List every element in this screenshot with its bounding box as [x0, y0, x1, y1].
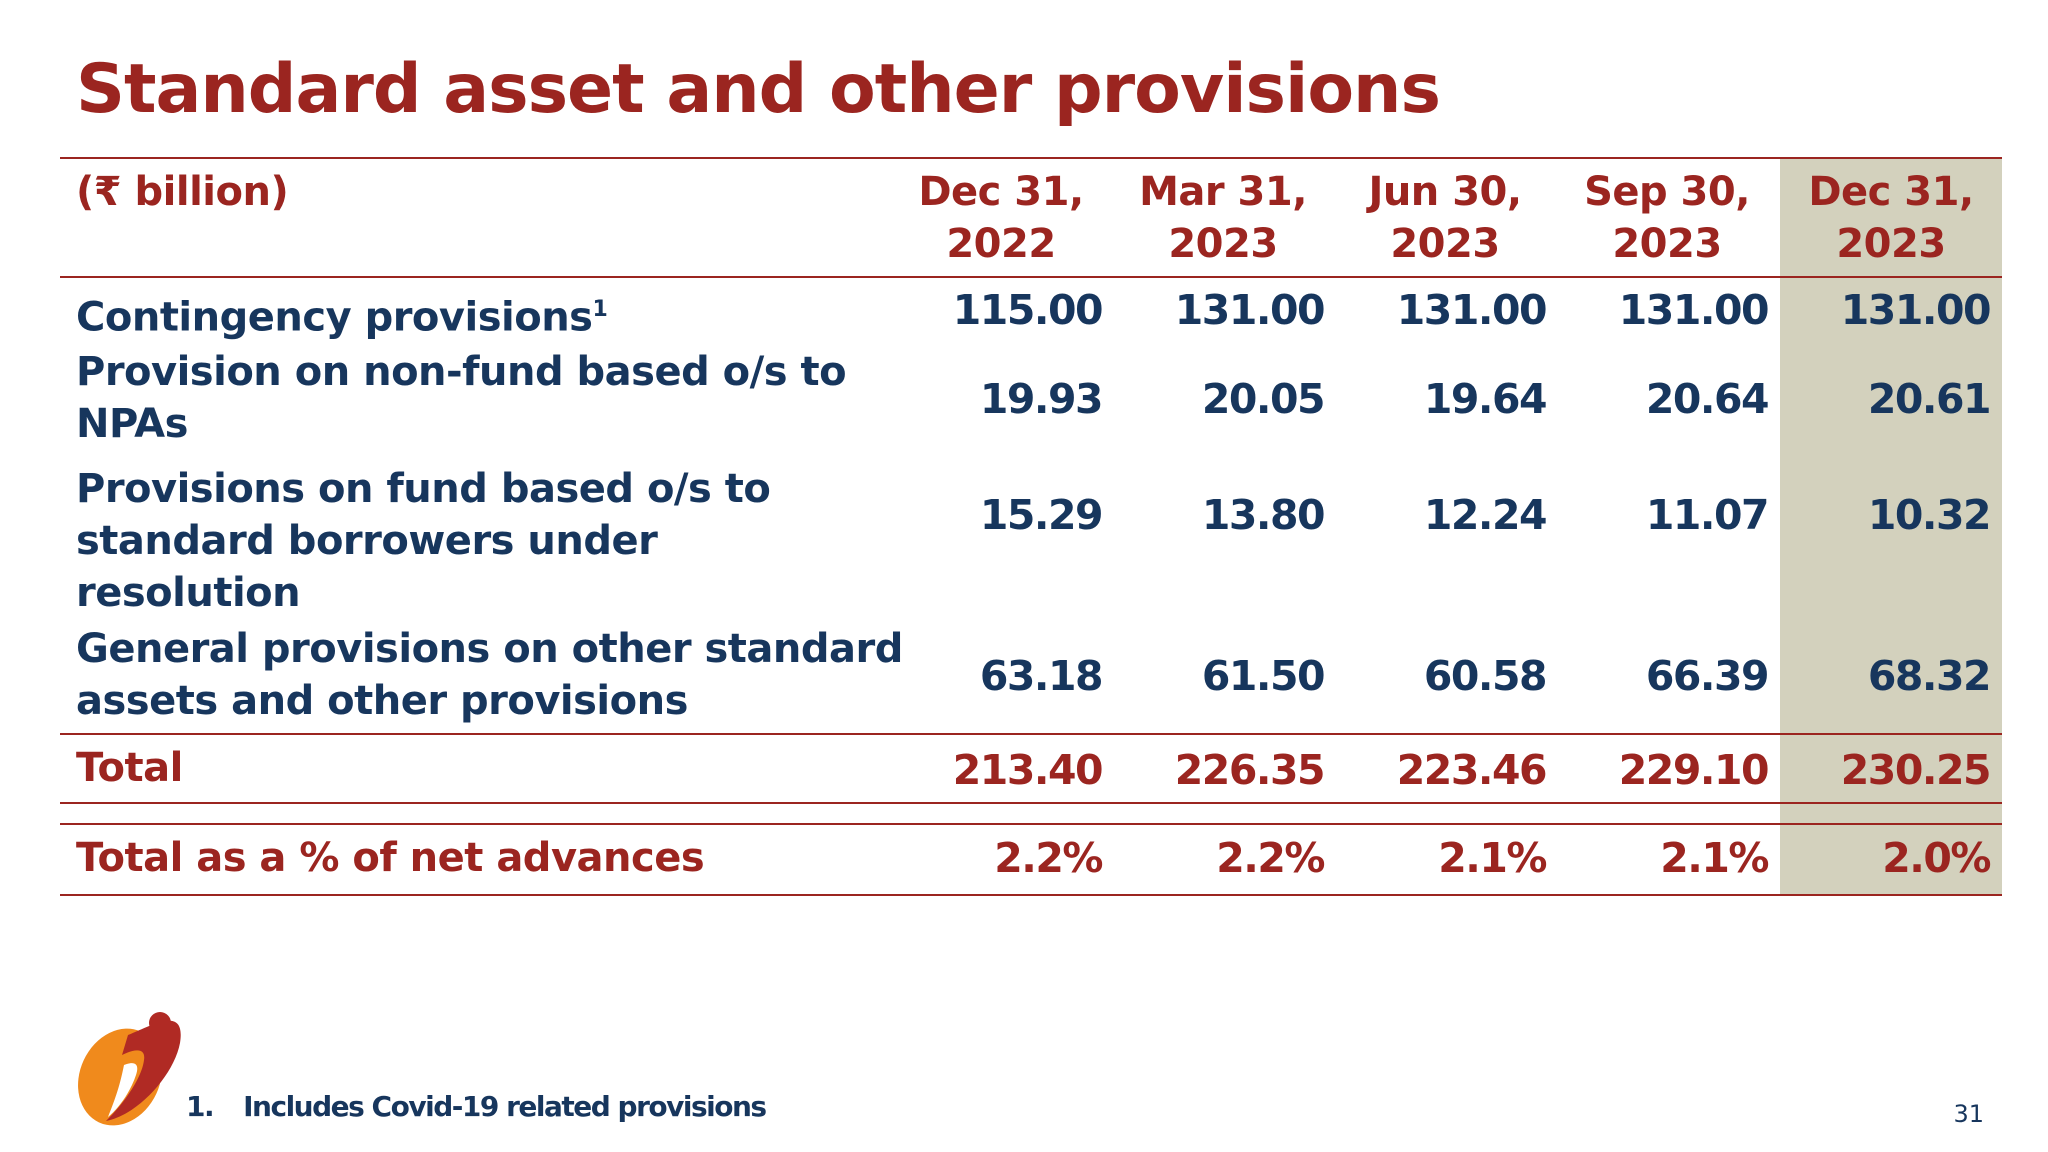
header-bottom-rule [60, 276, 2002, 278]
row-label-line: Provision on non-fund based o/s to [76, 349, 847, 395]
column-header-line2: 2023 [1836, 221, 1946, 267]
total-pct-value-cell: 2.0% [1882, 834, 1991, 882]
total-value-cell: 226.35 [1174, 746, 1326, 794]
value-cell: 20.61 [1867, 375, 1992, 423]
page-title: Standard asset and other provisions [76, 50, 1441, 129]
value-cell: 60.58 [1423, 652, 1548, 700]
row-label-line: assets and other provisions [76, 678, 688, 724]
value-cell: 131.00 [1618, 286, 1770, 334]
row-label-fund-based-resolution: Provisions on fund based o/s to standard… [76, 463, 771, 619]
total-value-cell: 229.10 [1618, 746, 1770, 794]
total-pct-value-cell: 2.1% [1438, 834, 1547, 882]
value-cell: 68.32 [1867, 652, 1992, 700]
value-cell: 11.07 [1645, 491, 1770, 539]
column-header-line2: 2022 [946, 221, 1056, 267]
column-header-line1: Jun 30, [1368, 169, 1522, 215]
pct-top-rule [60, 823, 2002, 825]
column-header-line2: 2023 [1168, 221, 1278, 267]
total-pct-value-cell: 2.2% [994, 834, 1103, 882]
row-label-non-fund-npa: Provision on non-fund based o/s to NPAs [76, 346, 847, 450]
value-cell: 19.64 [1423, 375, 1548, 423]
total-value-cell: 230.25 [1840, 746, 1992, 794]
column-header-dec-2022: Dec 31, 2022 [890, 166, 1112, 270]
row-label-line: standard borrowers under [76, 518, 658, 564]
unit-label: (₹ billion) [76, 169, 289, 215]
footnote-marker: 1 [592, 297, 608, 322]
column-header-line1: Dec 31, [1808, 169, 1974, 215]
table-top-rule [60, 157, 2002, 159]
column-header-line1: Mar 31, [1139, 169, 1307, 215]
footnote-text: Includes Covid-19 related provisions [243, 1090, 767, 1123]
column-header-mar-2023: Mar 31, 2023 [1112, 166, 1334, 270]
column-header-line2: 2023 [1612, 221, 1722, 267]
total-pct-label: Total as a % of net advances [76, 835, 705, 881]
value-cell: 20.64 [1645, 375, 1770, 423]
row-label-line: resolution [76, 570, 301, 616]
value-cell: 66.39 [1645, 652, 1770, 700]
value-cell: 61.50 [1201, 652, 1326, 700]
footnote-number: 1. [186, 1090, 215, 1123]
value-cell: 20.05 [1201, 375, 1326, 423]
column-header-line1: Sep 30, [1584, 169, 1750, 215]
total-pct-value-cell: 2.2% [1216, 834, 1325, 882]
value-cell: 131.00 [1174, 286, 1326, 334]
column-header-sep-2023: Sep 30, 2023 [1556, 166, 1778, 270]
total-top-rule [60, 733, 2002, 735]
page-number: 31 [1953, 1100, 1984, 1128]
value-cell: 10.32 [1867, 491, 1992, 539]
footnote: 1. Includes Covid-19 related provisions [186, 1090, 767, 1123]
row-label-contingency: Contingency provisions1 [76, 284, 608, 343]
value-cell: 19.93 [979, 375, 1104, 423]
row-label-line: General provisions on other standard [76, 626, 903, 672]
value-cell: 131.00 [1396, 286, 1548, 334]
highlight-column-latest [1780, 158, 2002, 896]
value-cell: 12.24 [1423, 491, 1548, 539]
row-label-line: NPAs [76, 401, 188, 447]
value-cell: 63.18 [979, 652, 1104, 700]
row-label-general-provisions: General provisions on other standard ass… [76, 623, 903, 727]
value-cell: 115.00 [952, 286, 1104, 334]
total-value-cell: 223.46 [1396, 746, 1548, 794]
value-cell: 15.29 [979, 491, 1104, 539]
column-header-line1: Dec 31, [918, 169, 1084, 215]
total-pct-value-cell: 2.1% [1660, 834, 1769, 882]
value-cell: 13.80 [1201, 491, 1326, 539]
row-label-line: Provisions on fund based o/s to [76, 466, 771, 512]
column-header-dec-2023: Dec 31, 2023 [1780, 166, 2002, 270]
column-header-line2: 2023 [1390, 221, 1500, 267]
total-bottom-rule [60, 802, 2002, 804]
total-value-cell: 213.40 [952, 746, 1104, 794]
row-label-text: Contingency provisions [76, 294, 593, 341]
icici-logo-icon [78, 1012, 181, 1126]
total-label: Total [76, 745, 183, 791]
column-header-jun-2023: Jun 30, 2023 [1334, 166, 1556, 270]
table-bottom-rule [60, 894, 2002, 896]
value-cell: 131.00 [1840, 286, 1992, 334]
